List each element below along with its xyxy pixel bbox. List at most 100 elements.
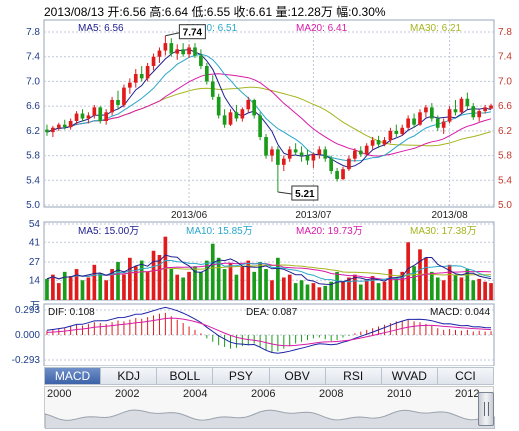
price-axis-left-label: 6.6	[26, 101, 40, 112]
macd-legend-macd: MACD: 0.044	[430, 307, 490, 318]
volume-bar	[447, 264, 452, 300]
price-axis-right-label: 7.0	[498, 76, 512, 87]
volume-bar	[335, 271, 339, 300]
candle-body	[459, 98, 464, 113]
tab-psy[interactable]: PSY	[213, 368, 270, 384]
tab-obv[interactable]: OBV	[270, 368, 326, 384]
price-axis-right-label: 5.0	[498, 200, 512, 211]
price-legend-ma30: MA30: 6.21	[410, 23, 462, 34]
price-axis-left-label: 6.2	[26, 126, 40, 137]
price-axis-left-label: 7.8	[26, 27, 40, 38]
candle-body	[394, 130, 399, 134]
candle-body	[335, 171, 339, 180]
volume-bar	[139, 260, 144, 300]
price-axis-left-label: 5.4	[26, 175, 40, 186]
volume-bar	[222, 269, 227, 300]
volume-bar	[429, 271, 434, 300]
volume-unit-label: 万	[30, 301, 40, 312]
candle-body	[341, 169, 345, 180]
volume-bar	[240, 266, 245, 300]
volume-bar	[376, 283, 381, 300]
price-axis-right-label: 6.6	[498, 101, 512, 112]
volume-bar	[435, 277, 440, 300]
candle-body	[151, 56, 156, 66]
volume-bar	[293, 283, 298, 300]
candle-body	[122, 87, 126, 105]
candle-body	[465, 98, 470, 107]
candle-body	[441, 121, 446, 128]
macd-dif-line	[46, 306, 492, 354]
candle-body	[199, 55, 203, 66]
volume-bar	[424, 257, 428, 300]
volume-bar	[80, 280, 85, 300]
timeline-range-handle[interactable]	[478, 392, 494, 426]
volume-bar	[56, 283, 61, 300]
candle-body	[424, 107, 428, 113]
volume-ma20-line	[46, 262, 492, 281]
candle-body	[169, 43, 174, 54]
candle-body	[116, 99, 120, 105]
candle-body	[193, 47, 197, 56]
tab-macd[interactable]: MACD	[45, 368, 102, 384]
candle-body	[51, 127, 55, 133]
volume-bar	[323, 285, 328, 300]
candle-body	[471, 106, 476, 118]
volume-bar	[382, 281, 387, 300]
price-axis-left-label: 5.8	[26, 151, 40, 162]
volume-bar	[92, 264, 97, 300]
volume-bar	[471, 280, 476, 300]
volume-bar	[388, 269, 393, 300]
high-callout-pointer	[165, 32, 180, 37]
candle-body	[447, 109, 452, 122]
volume-bar	[122, 274, 126, 300]
volume-bar	[246, 260, 251, 300]
low-callout-pointer	[277, 191, 292, 195]
price-legend-ma10: MA10: 6.51	[186, 23, 238, 34]
volume-bar	[216, 257, 221, 300]
candle-body	[287, 149, 292, 159]
candle-body	[222, 115, 227, 125]
timeline-year-label: 2000	[47, 388, 72, 400]
candle-body	[133, 74, 138, 83]
price-axis-left-label: 7.0	[26, 76, 40, 87]
volume-bar	[364, 280, 369, 300]
candle-body	[429, 107, 434, 119]
candle-body	[228, 112, 233, 125]
tab-wvad[interactable]: WVAD	[382, 368, 438, 384]
tab-kdj[interactable]: KDJ	[101, 368, 158, 384]
macd-legend-dea: DEA: 0.087	[246, 307, 298, 318]
candle-body	[489, 105, 493, 109]
price-ma10-line	[46, 53, 492, 162]
timeline-navigator[interactable]: 2000 2002 2004 2006 2008 2010 2012	[44, 386, 495, 429]
candle-body	[80, 113, 85, 119]
candle-body	[210, 81, 215, 97]
candle-body	[246, 99, 251, 110]
volume-ma10-line	[46, 260, 492, 283]
candle-body	[270, 149, 274, 156]
tab-rsi[interactable]: RSI	[326, 368, 382, 384]
volume-bar	[228, 263, 233, 300]
volume-bar	[441, 280, 446, 300]
tab-boll[interactable]: BOLL	[157, 368, 214, 384]
macd-axis-label: 0.293	[15, 305, 40, 316]
tab-cci[interactable]: CCI	[455, 369, 476, 383]
volume-bar	[110, 269, 114, 300]
volume-bar	[311, 283, 316, 300]
candle-body	[305, 155, 310, 161]
volume-legend-ma20: MA20: 19.73万	[296, 226, 363, 237]
volume-bar	[145, 271, 150, 300]
candle-body	[145, 65, 150, 79]
volume-bar	[210, 243, 215, 300]
volume-bar	[299, 280, 304, 300]
candle-body	[240, 109, 245, 119]
price-ma20-line	[46, 73, 492, 157]
candle-body	[388, 130, 393, 141]
candle-body	[98, 107, 103, 121]
volume-bar	[169, 269, 174, 300]
volume-bar	[62, 271, 67, 300]
candle-body	[376, 140, 381, 145]
candle-body	[353, 150, 357, 159]
candle-body	[453, 109, 458, 113]
volume-bar	[465, 269, 470, 300]
volume-bar	[358, 284, 363, 300]
